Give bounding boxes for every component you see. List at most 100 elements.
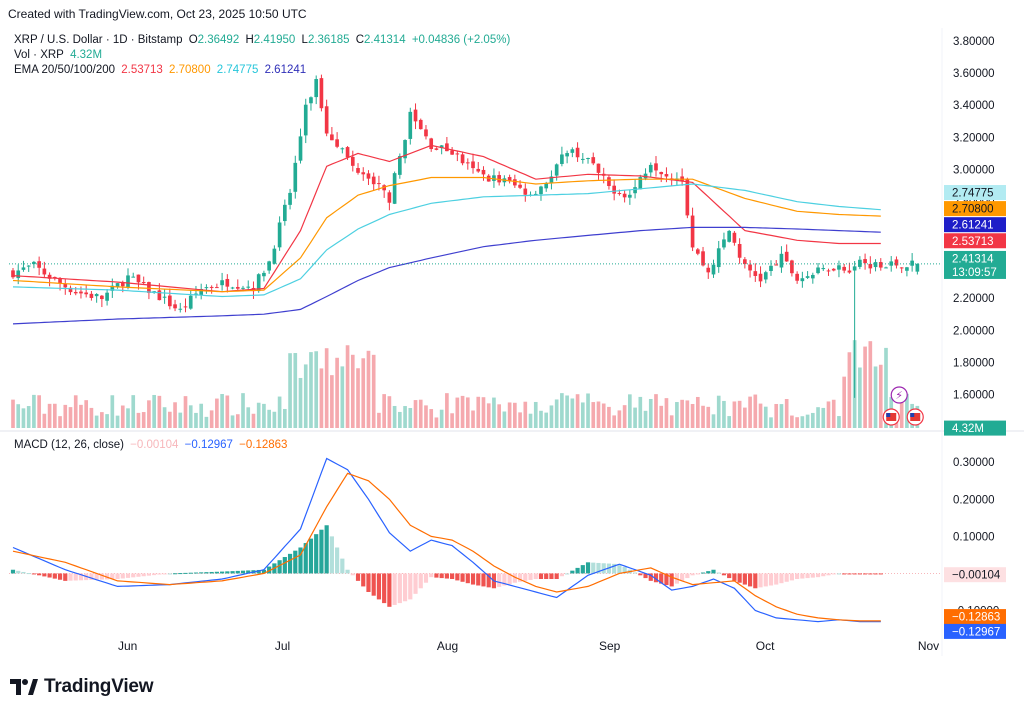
macd-histogram-bar [789,573,794,581]
candle-body [622,193,627,198]
candle-body [831,268,836,271]
candle-body [539,186,543,195]
volume-bar [580,402,585,428]
volume-bar [147,400,151,428]
volume-bar [283,408,287,428]
volume-bar [183,396,188,428]
candle-body [366,173,371,179]
volume-badge: 4.32M [952,423,984,435]
volume-bar [319,368,324,428]
volume-bar [73,395,78,428]
candle-body [575,147,580,158]
price-tick-label: 3.40000 [953,100,995,112]
candle-body [868,263,873,269]
candle-body [858,259,862,267]
candle-body [664,174,669,177]
volume-bar [392,405,397,428]
candle-body [183,306,188,308]
macd-histogram-bar [392,573,397,605]
macd-line-value: −0.12967 [184,439,233,451]
candle-body [392,173,397,204]
candle-body [743,259,747,265]
candle-body [518,184,522,188]
macd-histogram-bar [225,571,230,574]
candle-body [899,267,904,269]
volume-bar [842,376,847,428]
ema100-badge: 2.74775 [952,188,994,200]
macd-histogram-bar [434,573,439,578]
macd-histogram-bar [57,573,63,580]
high-label: H [245,34,254,46]
macd-histogram-bar [497,573,502,587]
macd-histogram-bar [110,573,115,580]
candle-body [26,265,31,267]
price-tick-label: 3.80000 [953,36,995,48]
macd-histogram-bar [240,570,246,574]
candle-body [905,267,909,271]
candle-body [350,156,355,166]
candle-body [586,158,590,160]
candle-body [554,164,559,176]
candle-body [445,143,449,152]
volume-bar [680,399,684,428]
time-axis-label: Sep [599,639,621,653]
volume-bar [178,412,183,428]
macd-tick-label: 0.10000 [953,531,995,543]
volume-bar [560,393,564,428]
volume-bar [774,403,779,428]
symbol-title[interactable]: XRP / U.S. Dollar · 1D · Bitstamp [14,34,183,46]
volume-bar [790,415,794,428]
volume-bar [298,377,303,428]
macd-label[interactable]: MACD (12, 26, close) [14,439,124,451]
macd-histogram-bar [308,538,314,574]
macd-histogram-bar [204,572,209,574]
macd-hist-badge-bg [944,567,1006,583]
macd-histogram-bar [868,573,873,575]
macd-histogram-bar [188,572,193,574]
macd-histogram-bar [533,573,538,580]
macd-histogram-bar [220,571,225,574]
volume-bar [722,400,726,428]
volume-bar [763,406,768,428]
macd-histogram-bar [659,573,664,584]
candle-body [795,273,799,281]
tradingview-logo[interactable]: TradingView [10,676,154,698]
macd-histogram-bar [774,573,779,585]
volume-bar [471,410,475,428]
macd-histogram-bar [89,573,94,580]
volume-bar [434,417,439,428]
volume-bar [612,415,616,428]
candle-body [523,188,528,195]
volume-bar [617,410,622,428]
volume-bar [361,358,366,428]
volume-bar [350,354,355,428]
macd-histogram-bar [617,564,622,574]
volume-bar [554,399,559,428]
volume-bar [607,406,611,428]
volume-bar [277,396,282,428]
volume-bar [126,408,130,428]
volume-bar [445,393,449,428]
volume-legend: Vol · XRP 4.32M [14,48,105,62]
volume-bar [685,400,690,428]
macd-histogram-bar [784,573,789,582]
volume-bar [215,398,219,428]
macd-histogram-bar [413,573,418,594]
macd-histogram-bar [517,573,523,582]
volume-bar [408,407,413,428]
candle-body [230,287,235,289]
candle-body [371,176,376,185]
volume-bar [769,417,773,428]
volume-label[interactable]: Vol · XRP [14,49,64,61]
macd-histogram-bar [779,573,784,584]
macd-histogram-bar [528,573,533,580]
macd-histogram-bar [768,573,774,586]
volume-bar [52,403,57,428]
volume-bar [716,395,721,428]
volume-bar [382,394,386,428]
ema-label[interactable]: EMA 20/50/100/200 [14,64,116,76]
macd-histogram-bar [397,573,402,604]
macd-histogram-bar [554,573,559,580]
candle-body [293,162,298,192]
